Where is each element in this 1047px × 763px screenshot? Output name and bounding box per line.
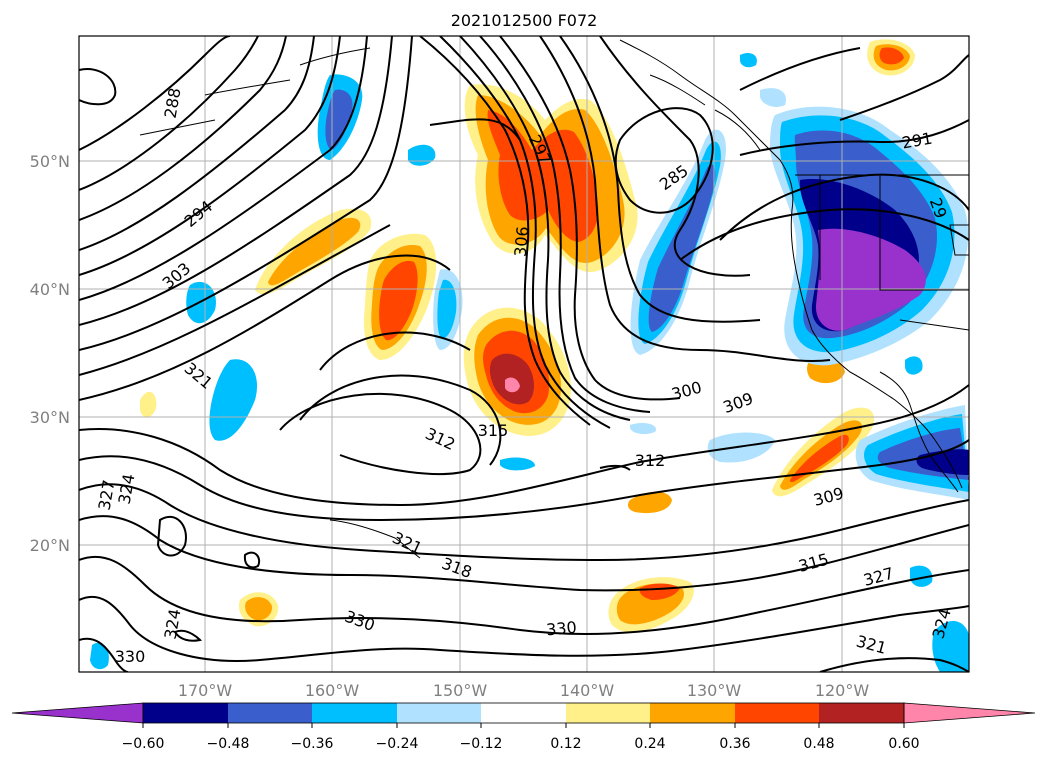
contour-297 <box>419 36 591 426</box>
colorbar: −0.60 −0.48 −0.36 −0.24 −0.12 0.12 0.24 … <box>11 702 1036 752</box>
map-frame <box>78 35 970 673</box>
latitude-labels: 50°N 40°N 30°N 20°N <box>30 152 70 555</box>
height-contours <box>79 36 969 672</box>
map-area: 288 294 303 321 297 306 285 291 29 300 3… <box>79 36 969 672</box>
colorbar-segment <box>312 703 397 723</box>
lat-label: 20°N <box>30 536 70 555</box>
map-title: 2021012500 F072 <box>451 11 598 30</box>
contour-label: 330 <box>545 618 577 640</box>
colorbar-tick-label: −0.24 <box>376 736 419 752</box>
contour-label: 315 <box>478 421 509 440</box>
lon-label: 130°W <box>687 681 742 700</box>
colorbar-tick-label: −0.12 <box>460 736 503 752</box>
contour-label: 306 <box>511 225 533 257</box>
lat-label: 50°N <box>30 152 70 171</box>
colorbar-segment <box>650 703 735 723</box>
lat-label: 30°N <box>30 408 70 427</box>
colorbar-tick-label: 0.12 <box>550 736 581 752</box>
colorbar-extend-min <box>11 702 144 724</box>
colorbar-tick-label: 0.48 <box>803 736 834 752</box>
contour-label: 330 <box>115 647 146 666</box>
contour-label: 312 <box>635 451 666 470</box>
colorbar-tick-label: −0.36 <box>291 736 334 752</box>
colorbar-tick-label: −0.60 <box>122 736 165 752</box>
colorbar-tick-label: −0.48 <box>207 736 250 752</box>
colorbar-segment <box>397 703 481 723</box>
longitude-labels: 170°W 160°W 150°W 140°W 130°W 120°W <box>178 681 870 700</box>
colorbar-segment <box>228 703 312 723</box>
colorbar-tick-label: 0.60 <box>888 736 919 752</box>
colorbar-segment <box>566 703 650 723</box>
contour-330 <box>79 595 969 662</box>
lon-label: 170°W <box>178 681 233 700</box>
colorbar-tick-label: 0.36 <box>719 736 750 752</box>
colorbar-segment <box>481 703 566 723</box>
colorbar-segment <box>735 703 819 723</box>
colorbar-tick-label: 0.24 <box>634 736 665 752</box>
north-america-coast <box>619 39 963 489</box>
colorbar-segment <box>819 703 904 723</box>
lon-label: 120°W <box>815 681 870 700</box>
lat-label: 40°N <box>30 280 70 299</box>
lon-label: 150°W <box>433 681 488 700</box>
colorbar-extend-max <box>903 702 1036 724</box>
lon-label: 160°W <box>305 681 360 700</box>
contour-285 <box>614 107 714 214</box>
lon-label: 140°W <box>560 681 615 700</box>
colorbar-segment <box>143 703 228 723</box>
contour-312 <box>279 392 482 475</box>
contour-306 <box>499 36 681 401</box>
contour-318 <box>79 515 969 592</box>
